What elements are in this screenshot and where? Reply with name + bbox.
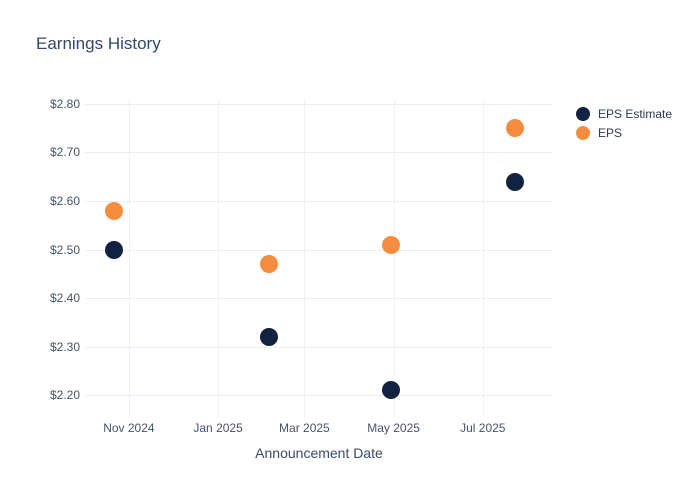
legend-item-eps[interactable]: EPS	[576, 123, 672, 142]
data-point-eps[interactable]	[505, 119, 524, 138]
x-tick-label: May 2025	[367, 421, 420, 435]
eps-estimate-marker-icon	[576, 106, 590, 121]
h-gridline	[85, 152, 553, 154]
y-tick-label: $2.20	[49, 388, 80, 403]
v-gridline	[482, 99, 484, 417]
eps-marker-icon	[576, 125, 590, 140]
data-point-eps[interactable]	[381, 235, 400, 254]
y-tick-label: $2.70	[49, 145, 80, 160]
h-gridline	[85, 200, 553, 202]
h-gridline	[85, 298, 553, 300]
x-tick-label: Jan 2025	[193, 421, 243, 435]
h-gridline	[85, 395, 553, 397]
y-tick-label: $2.50	[49, 242, 80, 257]
y-tick-label: $2.80	[49, 96, 80, 111]
data-point-eps-estimate[interactable]	[260, 327, 279, 346]
data-point-eps[interactable]	[105, 201, 124, 220]
v-gridline	[393, 99, 395, 417]
y-tick-label: $2.30	[49, 339, 80, 354]
x-tick-label: Nov 2024	[103, 421, 155, 435]
data-point-eps-estimate[interactable]	[505, 172, 524, 191]
v-gridline	[218, 99, 220, 417]
v-gridline	[128, 99, 130, 417]
data-point-eps-estimate[interactable]	[381, 381, 400, 400]
data-point-eps-estimate[interactable]	[105, 240, 124, 259]
legend: EPS Estimate EPS	[576, 104, 672, 142]
h-gridline	[85, 249, 553, 251]
h-gridline	[85, 346, 553, 348]
x-tick-label: Jul 2025	[460, 421, 506, 435]
x-axis-title: Announcement Date	[255, 445, 383, 461]
x-tick-label: Mar 2025	[279, 421, 330, 435]
v-gridline	[304, 99, 306, 417]
data-point-eps[interactable]	[260, 255, 279, 274]
y-tick-label: $2.60	[49, 193, 80, 208]
y-tick-label: $2.40	[49, 291, 80, 306]
legend-label: EPS Estimate	[598, 106, 673, 121]
h-gridline	[85, 103, 553, 105]
legend-item-eps-estimate[interactable]: EPS Estimate	[576, 104, 672, 123]
chart-title: Earnings History	[36, 34, 161, 53]
legend-label: EPS	[598, 125, 623, 140]
